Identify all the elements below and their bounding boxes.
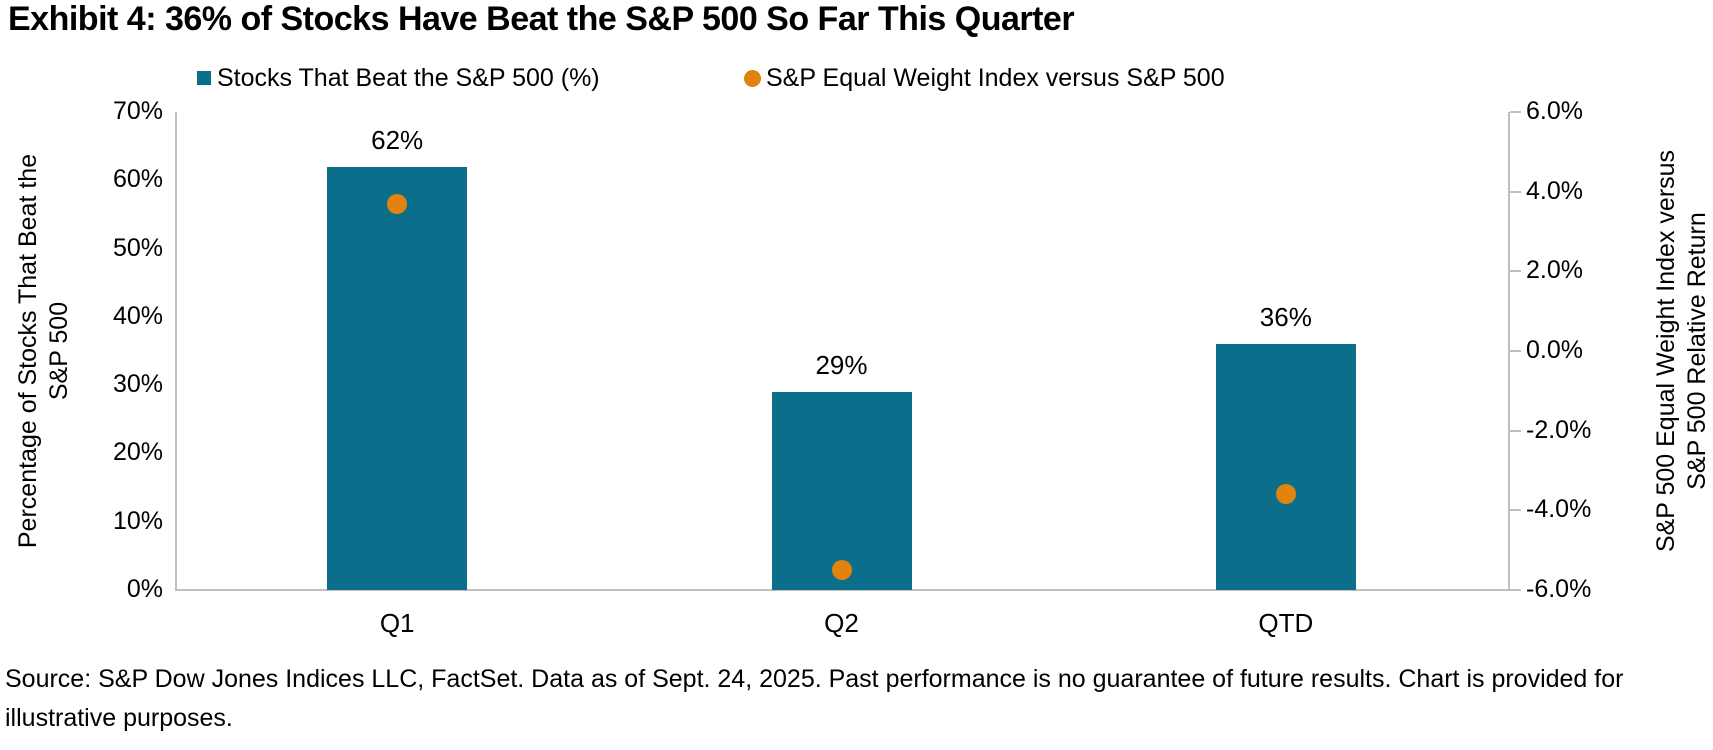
x-axis-category-label: Q1	[379, 608, 415, 638]
left-axis-title: Percentage of Stocks That Beat the S&P 50…	[13, 153, 73, 549]
bar-data-label: 62%	[371, 125, 424, 155]
right-axis-tick-mark	[1510, 190, 1521, 193]
right-axis-tick-mark	[1510, 509, 1521, 512]
left-axis-tick-label: 30%	[112, 370, 163, 399]
left-axis-tick-label: 60%	[112, 165, 163, 194]
right-axis-tick-label: 0.0%	[1526, 336, 1583, 364]
source-note: Source: S&P Dow Jones Indices LLC, FactS…	[5, 665, 1624, 732]
legend-item-dot-series: S&P Equal Weight Index versus S&P 500	[744, 64, 1225, 92]
right-axis-tick-label: -6.0%	[1526, 575, 1592, 603]
left-axis-tick-label: 50%	[112, 233, 163, 262]
x-axis-category-label: Q2	[824, 608, 859, 638]
scatter-point-qtd	[1275, 484, 1296, 505]
left-axis-tick-label: 10%	[112, 506, 163, 535]
dot-series-swatch-icon	[744, 69, 761, 87]
left-axis-tick-label: 40%	[112, 301, 163, 330]
bar-q2	[771, 392, 912, 590]
bar-q1	[327, 167, 468, 590]
right-axis-tick-mark	[1510, 589, 1521, 591]
bar-series-swatch-icon	[197, 71, 211, 85]
left-axis-tick-label: 70%	[112, 97, 163, 125]
scatter-point-q1	[387, 193, 408, 214]
left-axis-tick-label: 0%	[126, 575, 163, 603]
x-axis-category-label: QTD	[1258, 608, 1314, 638]
right-axis-tick-mark	[1510, 429, 1521, 432]
scatter-point-q2	[831, 560, 852, 581]
legend-label-dot-series: S&P Equal Weight Index versus S&P 500	[766, 63, 1225, 92]
chart-title: Exhibit 4: 36% of Stocks Have Beat the S…	[8, 0, 1075, 38]
right-axis-title: S&P 500 Equal Weight Index versus S&P 500…	[1651, 149, 1711, 553]
right-axis-tick-label: 2.0%	[1526, 256, 1583, 285]
left-axis-tick-label: 20%	[112, 438, 163, 467]
legend-item-bar-series: Stocks That Beat the S&P 500 (%)	[197, 64, 600, 92]
right-axis-tick-label: -4.0%	[1526, 495, 1592, 524]
right-axis-tick-label: 4.0%	[1526, 176, 1583, 205]
right-axis-tick-label: 6.0%	[1526, 97, 1583, 125]
right-axis-line	[1508, 112, 1510, 590]
bar-data-label: 36%	[1259, 302, 1312, 332]
x-axis-line	[175, 589, 1510, 591]
legend-label-bar-series: Stocks That Beat the S&P 500 (%)	[217, 63, 600, 92]
right-axis-tick-label: -2.0%	[1526, 415, 1592, 444]
bar-qtd	[1215, 344, 1356, 590]
right-axis-tick-mark	[1510, 111, 1521, 113]
bar-data-label: 29%	[815, 350, 868, 380]
right-axis-tick-mark	[1510, 270, 1521, 273]
right-axis-tick-mark	[1510, 350, 1521, 352]
left-axis-line	[175, 112, 177, 590]
